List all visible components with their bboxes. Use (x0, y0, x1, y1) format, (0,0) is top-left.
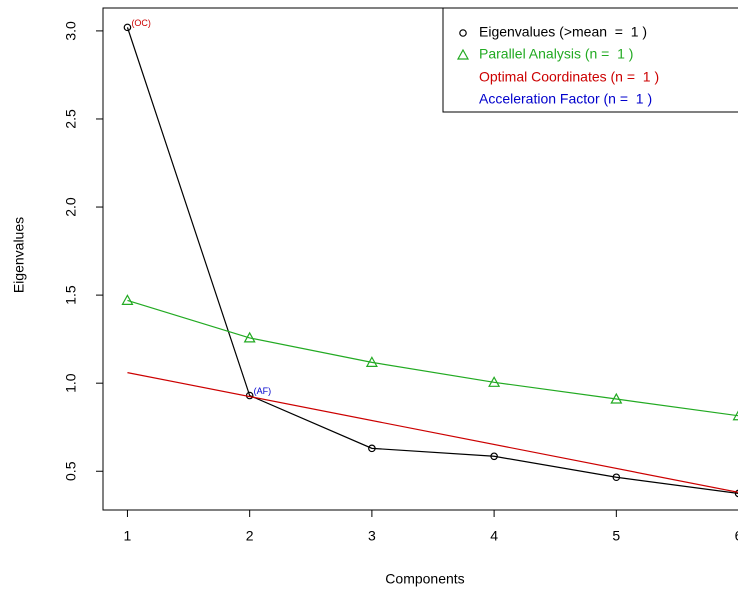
point (734, 489, 738, 498)
point (365, 356, 378, 367)
series-line (127, 372, 738, 493)
legend-label: Acceleration Factor (n = 1 ) (479, 91, 652, 107)
point (732, 410, 738, 421)
legend-label: Optimal Coordinates (n = 1 ) (479, 69, 659, 85)
y-tick-label: 1.0 (63, 373, 79, 393)
point (368, 444, 376, 453)
annotation: (AF) (254, 386, 272, 396)
plot-frame (102, 7, 738, 511)
legend-marker (459, 29, 467, 37)
y-axis-label: Eigenvalues (11, 217, 27, 293)
point (612, 473, 621, 482)
series-line (127, 299, 738, 417)
x-axis-label: Components (385, 571, 464, 587)
legend-box (442, 7, 738, 113)
point (610, 392, 623, 404)
annotation: (OC) (131, 18, 151, 28)
y-tick-label: 2.5 (63, 109, 79, 129)
point (123, 23, 132, 32)
x-tick-label: 1 (124, 528, 132, 544)
y-tick-label: 3.0 (63, 21, 79, 41)
point (488, 376, 501, 387)
legend-label: Parallel Analysis (n = 1 ) (479, 46, 633, 62)
legend-label: Eigenvalues (>mean = 1 ) (479, 24, 647, 40)
x-tick-label: 4 (490, 528, 498, 544)
series-line (126, 27, 738, 494)
y-tick-label: 0.5 (63, 461, 79, 481)
point (490, 452, 498, 461)
point (121, 294, 134, 305)
y-tick-label: 2.0 (63, 197, 79, 217)
y-tick-label: 1.5 (63, 285, 79, 305)
x-tick-label: 2 (246, 528, 254, 544)
x-tick-label: 6 (735, 528, 738, 544)
legend-marker (456, 48, 470, 60)
x-tick-label: 3 (368, 528, 376, 544)
x-tick-label: 5 (612, 528, 620, 544)
point (243, 331, 256, 343)
